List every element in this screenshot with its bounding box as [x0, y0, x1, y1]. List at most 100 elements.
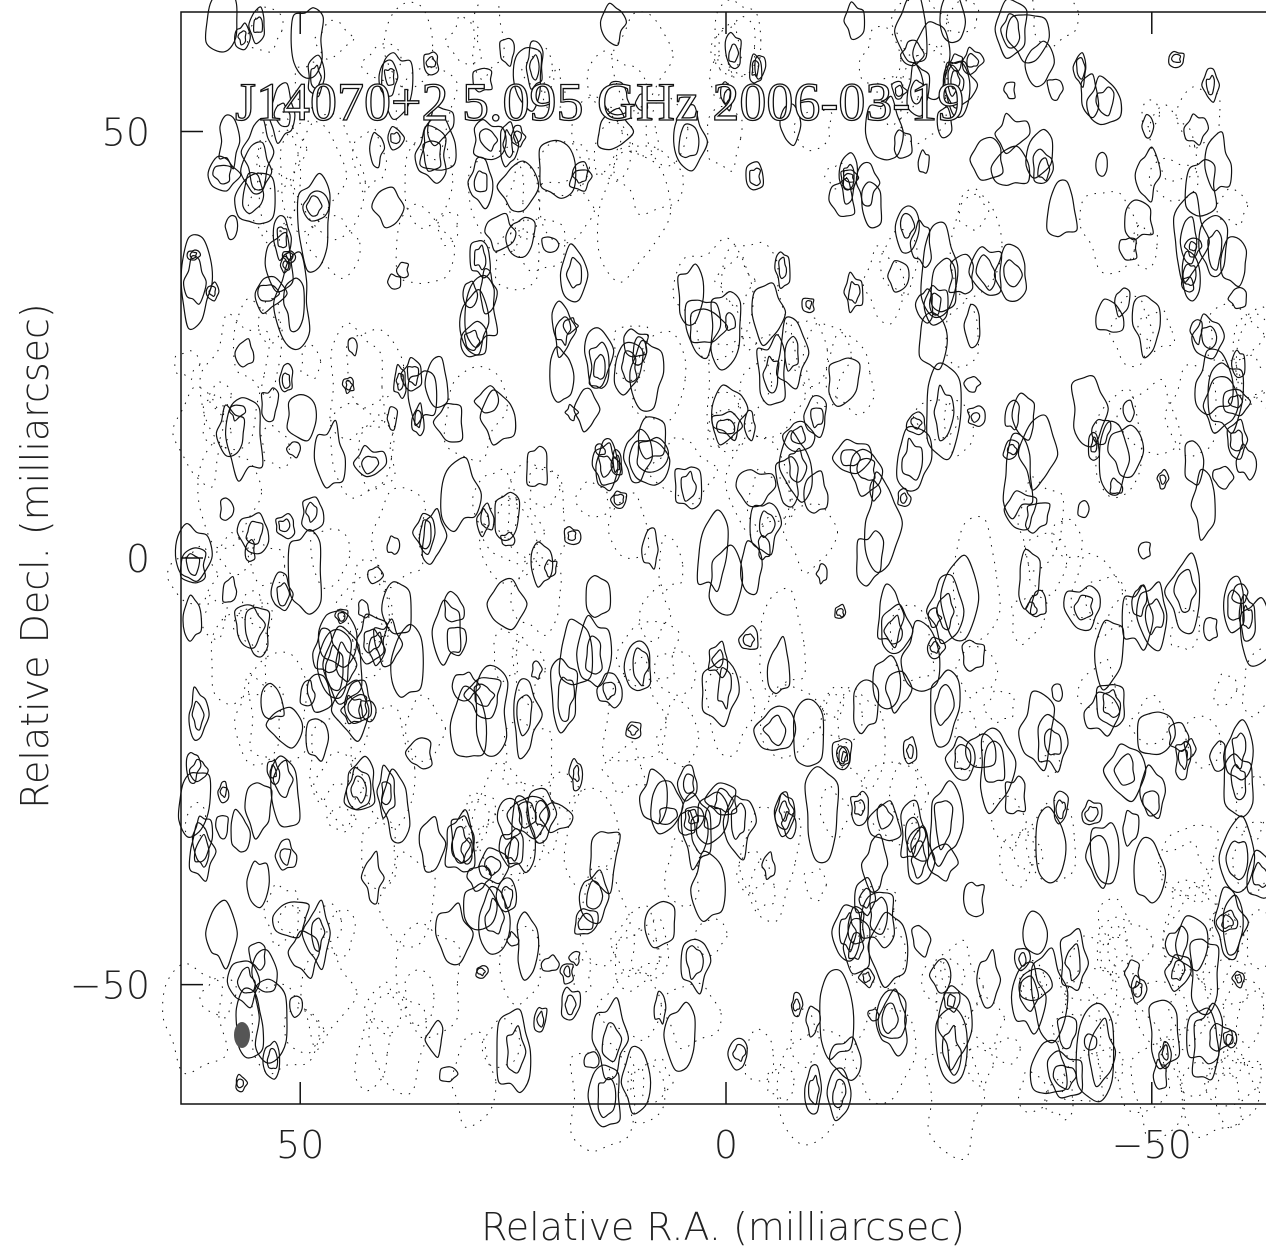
noise-contour: [235, 1073, 249, 1093]
noise-contour: [1222, 575, 1245, 634]
noise-contour: [849, 448, 884, 497]
noise-contour: [471, 761, 543, 892]
noise-contour: [549, 657, 579, 734]
noise-contour: [274, 838, 298, 871]
noise-contour: [494, 230, 540, 291]
noise-contour: [528, 54, 540, 81]
noise-contour: [1159, 474, 1167, 485]
noise-contour: [383, 1, 434, 91]
noise-contour: [778, 430, 813, 503]
noise-contour: [961, 46, 985, 76]
noise-contour: [536, 1010, 545, 1028]
noise-contour: [1133, 836, 1167, 904]
noise-contour: [1136, 581, 1168, 652]
noise-contour: [962, 881, 985, 918]
noise-contour: [282, 260, 290, 271]
noise-contour: [1083, 1033, 1098, 1051]
noise-contour: [780, 811, 797, 840]
noise-contour: [234, 172, 276, 225]
noise-contour: [286, 394, 318, 442]
y-tick-label: 0: [126, 537, 150, 581]
noise-contour: [788, 447, 808, 483]
noise-contour: [272, 214, 292, 262]
noise-contour: [876, 583, 905, 649]
noise-contour: [563, 525, 582, 546]
noise-contour: [923, 284, 949, 326]
noise-contour: [1148, 157, 1199, 202]
noise-contour: [1188, 240, 1198, 252]
noise-contour: [329, 402, 396, 499]
noise-contour: [350, 775, 367, 804]
noise-contour: [234, 338, 255, 368]
noise-contour: [929, 641, 941, 654]
noise-contour: [933, 384, 955, 442]
noise-contour: [572, 764, 580, 783]
noise-contour: [188, 758, 209, 783]
noise-contour: [1131, 584, 1148, 618]
noise-contour: [613, 341, 644, 396]
noise-contour: [326, 806, 357, 833]
noise-contour: [1017, 414, 1059, 491]
noise-contour: [638, 584, 672, 642]
noise-contour: [940, 958, 966, 994]
noise-contour: [414, 409, 422, 429]
noise-contour: [574, 480, 611, 518]
noise-contour: [828, 1036, 862, 1081]
noise-contour: [395, 66, 458, 161]
noise-contour: [689, 308, 729, 344]
noise-contour: [438, 1066, 459, 1083]
noise-contour: [185, 553, 201, 576]
noise-contour: [1224, 719, 1254, 781]
noise-contour: [883, 614, 903, 645]
x-axis-label: Relative R.A. (milliarcsec): [481, 1205, 965, 1249]
noise-contour: [549, 346, 575, 403]
noise-contour: [880, 603, 914, 655]
noise-contour: [632, 336, 648, 366]
noise-contour: [347, 337, 358, 357]
noise-contour: [232, 298, 283, 399]
noise-contour: [1113, 753, 1136, 786]
noise-contour: [451, 1031, 497, 1128]
noise-contour: [1081, 799, 1103, 826]
noise-contour: [623, 640, 652, 692]
noise-contour: [367, 566, 384, 585]
noise-contour: [966, 405, 986, 428]
noise-contour: [563, 965, 571, 978]
noise-contour: [361, 455, 380, 475]
noise-contour: [197, 441, 263, 550]
noise-contour: [1099, 936, 1133, 978]
noise-contour: [593, 120, 632, 182]
noise-contour: [474, 806, 544, 876]
noise-contour: [1205, 74, 1216, 96]
noise-contour: [200, 594, 228, 641]
noise-contour: [1025, 799, 1077, 884]
noise-contour: [368, 992, 427, 1095]
noise-contour: [790, 425, 806, 445]
noise-contour: [819, 785, 853, 839]
noise-contour: [412, 512, 436, 555]
noise-contour: [1173, 568, 1197, 613]
noise-contour: [936, 106, 953, 139]
noise-contour: [383, 67, 395, 87]
noise-contour: [549, 771, 582, 812]
noise-contour: [502, 129, 514, 159]
noise-contour: [805, 1005, 821, 1038]
noise-contour: [1043, 728, 1062, 756]
noise-contour: [921, 960, 951, 1003]
noise-contour: [1096, 916, 1154, 976]
noise-contour: [1130, 974, 1148, 1004]
noise-contour: [1251, 861, 1266, 888]
noise-contour: [861, 181, 883, 229]
noise-contour: [720, 81, 733, 112]
noise-contour: [894, 84, 904, 97]
noise-contour: [1227, 286, 1248, 310]
noise-contour: [444, 14, 482, 65]
noise-contour: [676, 764, 698, 802]
noise-contour: [236, 1078, 245, 1089]
noise-contour: [1025, 128, 1054, 179]
noise-contour: [307, 54, 326, 98]
noise-contour: [215, 404, 246, 458]
noise-contour: [664, 982, 722, 1050]
noise-contour: [1107, 924, 1128, 967]
noise-contour: [444, 809, 476, 873]
